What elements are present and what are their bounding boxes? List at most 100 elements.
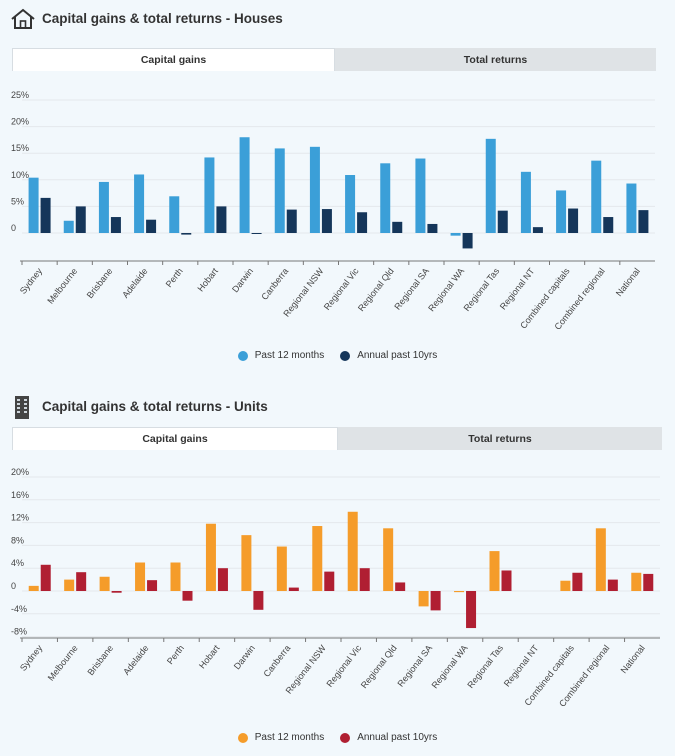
- bar-past12[interactable]: [380, 163, 391, 233]
- bar-annual10[interactable]: [288, 587, 299, 591]
- bar-annual10[interactable]: [572, 572, 583, 591]
- bar-annual10[interactable]: [40, 197, 51, 233]
- bar-past12[interactable]: [135, 562, 146, 592]
- bar-past12[interactable]: [312, 526, 323, 591]
- tab-total-returns[interactable]: Total returns: [335, 48, 656, 71]
- x-tick-label: Adelaide: [121, 643, 150, 677]
- bar-annual10[interactable]: [286, 209, 297, 233]
- bar-past12[interactable]: [631, 572, 642, 591]
- units-tabs: Capital gains Total returns: [12, 427, 662, 450]
- y-tick-label: 12%: [11, 513, 29, 523]
- bar-past12[interactable]: [345, 175, 356, 233]
- bar-annual10[interactable]: [462, 233, 473, 249]
- x-tick-label: Regional SA: [395, 643, 434, 689]
- bar-past12[interactable]: [485, 138, 496, 233]
- bar-annual10[interactable]: [321, 209, 332, 233]
- bar-annual10[interactable]: [76, 572, 87, 591]
- bar-past12[interactable]: [489, 551, 500, 591]
- bar-past12[interactable]: [450, 233, 461, 236]
- units-legend: Past 12 months Annual past 10yrs: [0, 732, 675, 743]
- bar-past12[interactable]: [383, 528, 394, 591]
- bar-past12[interactable]: [204, 157, 215, 233]
- bar-annual10[interactable]: [568, 208, 579, 233]
- bar-past12[interactable]: [241, 535, 252, 591]
- bar-annual10[interactable]: [501, 570, 512, 591]
- bar-annual10[interactable]: [427, 223, 438, 233]
- bar-annual10[interactable]: [607, 579, 618, 591]
- bar-past12[interactable]: [239, 137, 250, 233]
- legend-item-annual10[interactable]: Annual past 10yrs: [340, 350, 437, 361]
- bar-annual10[interactable]: [111, 591, 122, 593]
- bar-past12[interactable]: [309, 146, 320, 233]
- bar-annual10[interactable]: [466, 591, 477, 629]
- legend-marker-past12: [237, 732, 248, 743]
- y-tick-label: 16%: [11, 490, 29, 500]
- bar-annual10[interactable]: [497, 210, 508, 233]
- bar-annual10[interactable]: [359, 568, 370, 591]
- legend-item-past12[interactable]: Past 12 months: [237, 350, 324, 361]
- bar-annual10[interactable]: [603, 217, 614, 233]
- bar-past12[interactable]: [63, 220, 74, 233]
- legend-item-past12[interactable]: Past 12 months: [237, 732, 324, 743]
- bar-annual10[interactable]: [217, 568, 228, 591]
- y-tick-label: -4%: [11, 604, 27, 614]
- bar-annual10[interactable]: [251, 233, 262, 234]
- x-tick-label: Canberra: [259, 266, 290, 302]
- bar-annual10[interactable]: [182, 591, 193, 601]
- bar-annual10[interactable]: [643, 573, 654, 591]
- y-tick-label: 20%: [11, 117, 29, 127]
- bar-annual10[interactable]: [395, 582, 406, 591]
- bar-past12[interactable]: [274, 148, 285, 233]
- x-tick-label: National: [619, 643, 647, 675]
- bar-past12[interactable]: [418, 591, 429, 607]
- bar-annual10[interactable]: [75, 206, 86, 233]
- bar-annual10[interactable]: [147, 580, 158, 591]
- bar-past12[interactable]: [347, 511, 358, 591]
- tab-capital-gains[interactable]: Capital gains: [12, 427, 338, 450]
- bar-past12[interactable]: [520, 171, 531, 233]
- tab-total-returns[interactable]: Total returns: [338, 427, 662, 450]
- bar-annual10[interactable]: [357, 212, 368, 233]
- bar-past12[interactable]: [205, 523, 216, 591]
- bar-past12[interactable]: [595, 528, 606, 591]
- bar-past12[interactable]: [170, 562, 181, 592]
- x-tick-label: Regional Qld: [356, 266, 396, 313]
- bar-past12[interactable]: [99, 576, 110, 591]
- bar-annual10[interactable]: [532, 227, 543, 233]
- bar-annual10[interactable]: [430, 591, 441, 611]
- bar-annual10[interactable]: [110, 217, 121, 233]
- tab-capital-gains[interactable]: Capital gains: [12, 48, 335, 71]
- units-chart: 20% 16% 12% 8% 4% 0 -4% -8% Sydney Melbourne Brisb…: [11, 467, 660, 709]
- x-tick-label: Adelaide: [120, 266, 149, 300]
- bar-annual10[interactable]: [40, 564, 51, 591]
- x-tick-label: Perth: [165, 643, 186, 666]
- bar-past12[interactable]: [591, 160, 602, 233]
- bar-past12[interactable]: [169, 196, 180, 233]
- bar-past12[interactable]: [556, 190, 567, 233]
- bar-annual10[interactable]: [253, 591, 264, 610]
- y-tick-label: 4%: [11, 558, 24, 568]
- bar-past12[interactable]: [454, 591, 465, 593]
- x-tick-label: Regional SA: [392, 266, 431, 312]
- bar-past12[interactable]: [134, 174, 145, 233]
- bar-annual10[interactable]: [216, 206, 227, 233]
- bar-annual10[interactable]: [392, 221, 403, 233]
- house-icon: [11, 8, 35, 29]
- bar-past12[interactable]: [28, 585, 39, 591]
- bar-past12[interactable]: [28, 177, 39, 233]
- x-tick-label: Regional WA: [426, 266, 466, 313]
- bar-annual10[interactable]: [181, 233, 192, 235]
- bar-past12[interactable]: [98, 181, 109, 233]
- bar-past12[interactable]: [626, 183, 637, 233]
- bar-annual10[interactable]: [324, 571, 335, 591]
- bar-annual10[interactable]: [638, 210, 649, 233]
- bar-past12[interactable]: [560, 580, 571, 591]
- x-tick-label: Canberra: [261, 643, 292, 679]
- bar-annual10[interactable]: [146, 219, 157, 233]
- bar-past12[interactable]: [64, 579, 75, 591]
- bar-past12[interactable]: [276, 546, 287, 591]
- x-tick-label: Regional Tas: [462, 266, 502, 313]
- bar-past12[interactable]: [415, 158, 426, 233]
- units-title: Capital gains & total returns - Units: [42, 399, 268, 414]
- legend-item-annual10[interactable]: Annual past 10yrs: [340, 732, 437, 743]
